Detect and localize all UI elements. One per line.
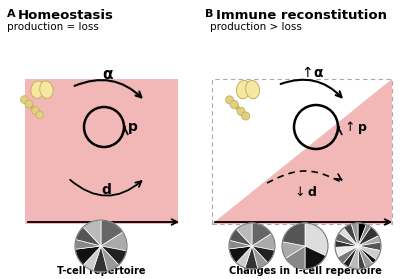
Circle shape [32, 107, 39, 114]
Wedge shape [358, 223, 366, 246]
Circle shape [237, 107, 245, 116]
Wedge shape [75, 240, 101, 249]
Text: $\mathbf{\alpha}$: $\mathbf{\alpha}$ [102, 67, 114, 82]
Text: Immune reconstitution: Immune reconstitution [216, 9, 387, 22]
Bar [212, 79, 392, 224]
Text: production = loss: production = loss [7, 22, 99, 32]
Wedge shape [101, 220, 123, 246]
Text: Homeostasis: Homeostasis [18, 9, 114, 22]
Text: production > loss: production > loss [210, 22, 302, 32]
Wedge shape [83, 246, 101, 271]
Wedge shape [75, 246, 101, 265]
Circle shape [25, 100, 33, 108]
Wedge shape [252, 246, 274, 263]
Wedge shape [344, 224, 358, 246]
Wedge shape [252, 246, 268, 268]
Ellipse shape [40, 81, 53, 98]
Text: d: d [101, 183, 111, 197]
Text: p: p [128, 120, 138, 134]
Text: Time: Time [90, 229, 116, 239]
Wedge shape [282, 223, 305, 246]
Bar [212, 79, 392, 224]
Circle shape [242, 112, 250, 120]
Ellipse shape [236, 80, 250, 99]
Wedge shape [339, 228, 358, 246]
Wedge shape [336, 233, 358, 246]
Wedge shape [282, 242, 305, 258]
Polygon shape [212, 79, 392, 224]
Wedge shape [76, 227, 101, 246]
Wedge shape [229, 246, 252, 263]
Wedge shape [335, 240, 358, 247]
Wedge shape [358, 236, 381, 246]
Wedge shape [358, 246, 366, 269]
Text: A: A [7, 9, 16, 19]
Circle shape [226, 96, 234, 104]
Text: $\downarrow$d: $\downarrow$d [292, 185, 318, 199]
Wedge shape [286, 246, 305, 269]
Wedge shape [358, 242, 381, 251]
Text: Changes in T-cell repertoire: Changes in T-cell repertoire [228, 266, 382, 276]
Wedge shape [343, 246, 358, 267]
Wedge shape [305, 246, 326, 269]
Text: Time: Time [290, 229, 316, 239]
Wedge shape [358, 225, 371, 246]
Wedge shape [101, 232, 127, 251]
Wedge shape [252, 234, 275, 250]
Wedge shape [245, 246, 258, 269]
Text: T-cell repertoire: T-cell repertoire [57, 266, 145, 276]
Circle shape [230, 100, 238, 109]
Ellipse shape [31, 81, 44, 98]
Wedge shape [351, 223, 358, 246]
Wedge shape [338, 246, 358, 264]
Wedge shape [236, 223, 252, 246]
Wedge shape [229, 240, 252, 249]
Bar [25, 79, 178, 224]
Wedge shape [358, 246, 373, 268]
Text: B: B [205, 9, 213, 19]
Ellipse shape [246, 80, 260, 99]
Wedge shape [358, 246, 376, 264]
Wedge shape [358, 246, 380, 260]
Text: $\uparrow$p: $\uparrow$p [342, 119, 368, 136]
Wedge shape [335, 246, 358, 257]
Wedge shape [101, 246, 126, 265]
Wedge shape [101, 246, 119, 271]
Wedge shape [358, 227, 378, 246]
Wedge shape [349, 246, 359, 269]
Wedge shape [236, 246, 252, 268]
Circle shape [36, 111, 44, 119]
Text: $\uparrow\!\mathbf{\alpha}$: $\uparrow\!\mathbf{\alpha}$ [299, 65, 325, 80]
Wedge shape [252, 223, 272, 246]
Wedge shape [305, 223, 328, 256]
Wedge shape [83, 220, 101, 246]
Wedge shape [93, 246, 108, 272]
Wedge shape [230, 229, 252, 246]
Circle shape [20, 96, 28, 104]
